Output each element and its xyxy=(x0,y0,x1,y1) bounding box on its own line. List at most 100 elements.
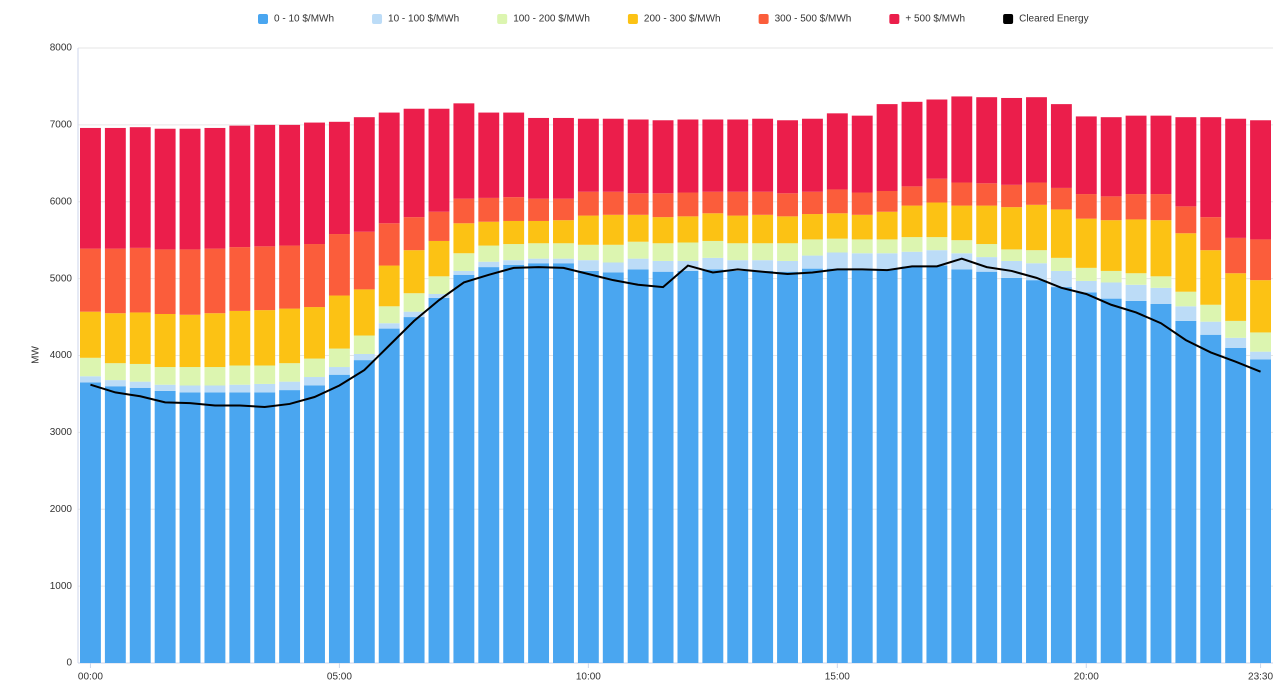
bar-segment xyxy=(727,270,749,663)
legend-swatch xyxy=(372,14,383,24)
bar-segment xyxy=(1200,304,1222,322)
bar-segment xyxy=(652,217,674,244)
y-tick-label: 3000 xyxy=(50,427,73,438)
bar-segment xyxy=(602,191,624,215)
legend-label[interactable]: + 500 $/MWh xyxy=(905,14,965,25)
legend-label[interactable]: Cleared Energy xyxy=(1019,14,1088,25)
bar-segment xyxy=(129,312,151,364)
legend-label[interactable]: 10 - 100 $/MWh xyxy=(388,14,459,25)
bar-segment xyxy=(503,264,525,663)
bar-segment xyxy=(453,253,475,271)
bar-segment xyxy=(1250,239,1271,281)
legend-label[interactable]: 100 - 200 $/MWh xyxy=(513,14,590,25)
bar-segment xyxy=(1100,220,1122,271)
bar-segment xyxy=(104,248,126,314)
bar-segment xyxy=(478,267,500,663)
bar-segment xyxy=(478,221,500,246)
bar-segment xyxy=(951,182,973,206)
bar-segment xyxy=(777,260,798,272)
bar-segment xyxy=(353,360,375,663)
bar-segment xyxy=(1250,351,1271,360)
bar-segment xyxy=(453,270,475,275)
bar-segment xyxy=(801,255,823,269)
bar-segment xyxy=(901,251,923,267)
bar-segment xyxy=(777,216,798,244)
bar-segment xyxy=(627,119,649,194)
bar-segment xyxy=(328,348,350,368)
bar-segment xyxy=(901,186,923,206)
bar-segment xyxy=(1001,97,1023,185)
x-tick-label: 05:00 xyxy=(327,672,352,683)
bar-segment xyxy=(627,269,649,663)
bar-segment xyxy=(453,223,475,254)
x-tick-label: 15:00 xyxy=(825,672,850,683)
bar-segment xyxy=(104,363,126,381)
bar-segment xyxy=(503,220,525,245)
bar-segment xyxy=(1200,217,1222,251)
bar-segment xyxy=(1150,287,1172,304)
bar-segment xyxy=(229,384,251,393)
bar-segment xyxy=(727,119,749,192)
bar-segment xyxy=(677,119,699,193)
bar-segment xyxy=(1050,187,1072,210)
bar-segment xyxy=(1075,267,1097,281)
bar-segment xyxy=(328,234,350,296)
bar-segment xyxy=(677,192,699,217)
bar-segment xyxy=(926,202,948,238)
bar-segment xyxy=(229,392,251,663)
bar-segment xyxy=(204,313,226,368)
bar-segment xyxy=(1150,115,1172,195)
bar-segment xyxy=(1150,276,1172,288)
bar-segment xyxy=(129,363,151,382)
bar-segment xyxy=(1100,117,1122,197)
legend-label[interactable]: 300 - 500 $/MWh xyxy=(775,14,852,25)
bar-segment xyxy=(328,367,350,375)
bar-segment xyxy=(627,241,649,259)
bar-segment xyxy=(254,246,276,311)
legend-swatch xyxy=(627,14,638,24)
bar-segment xyxy=(752,260,774,271)
bar-segment xyxy=(553,198,574,221)
bar-segment xyxy=(179,392,201,663)
bar-segment xyxy=(1225,347,1247,663)
bar-segment xyxy=(876,253,898,270)
bar-segment xyxy=(1125,300,1147,663)
legend-label[interactable]: 200 - 300 $/MWh xyxy=(644,14,721,25)
bar-segment xyxy=(876,104,898,191)
x-tick-label: 10:00 xyxy=(576,672,601,683)
bar-segment xyxy=(129,381,151,388)
bar-segment xyxy=(627,193,649,215)
bar-segment xyxy=(1075,280,1097,293)
bar-segment xyxy=(1225,337,1247,348)
bar-segment xyxy=(951,253,973,270)
bar-segment xyxy=(453,198,475,224)
bar-segment xyxy=(104,380,126,387)
bar-segment xyxy=(304,385,325,663)
bar-segment xyxy=(1250,332,1271,352)
bar-segment xyxy=(553,220,574,244)
bar-segment xyxy=(1125,219,1147,274)
bar-segment xyxy=(1250,120,1271,240)
bar-segment xyxy=(328,121,350,235)
bar-segment xyxy=(752,214,774,244)
bar-segment xyxy=(254,310,276,366)
legend-label[interactable]: 0 - 10 $/MWh xyxy=(274,14,334,25)
bar-segment xyxy=(1026,182,1047,205)
bar-segment xyxy=(826,252,848,269)
bar-segment xyxy=(1175,206,1197,234)
bar-segment xyxy=(1125,284,1147,301)
bar-segment xyxy=(1175,233,1197,292)
bar-segment xyxy=(428,297,450,663)
x-tick-label: 20:00 xyxy=(1074,672,1099,683)
bar-segment xyxy=(851,253,873,271)
bar-segment xyxy=(1250,280,1271,333)
bar-segment xyxy=(104,313,126,364)
bar-segment xyxy=(179,367,201,386)
bar-segment xyxy=(777,120,798,194)
y-tick-label: 1000 xyxy=(50,581,73,592)
bar-segment xyxy=(403,293,425,312)
bar-segment xyxy=(602,214,624,245)
y-tick-label: 2000 xyxy=(50,504,73,515)
bar-segment xyxy=(801,239,823,256)
